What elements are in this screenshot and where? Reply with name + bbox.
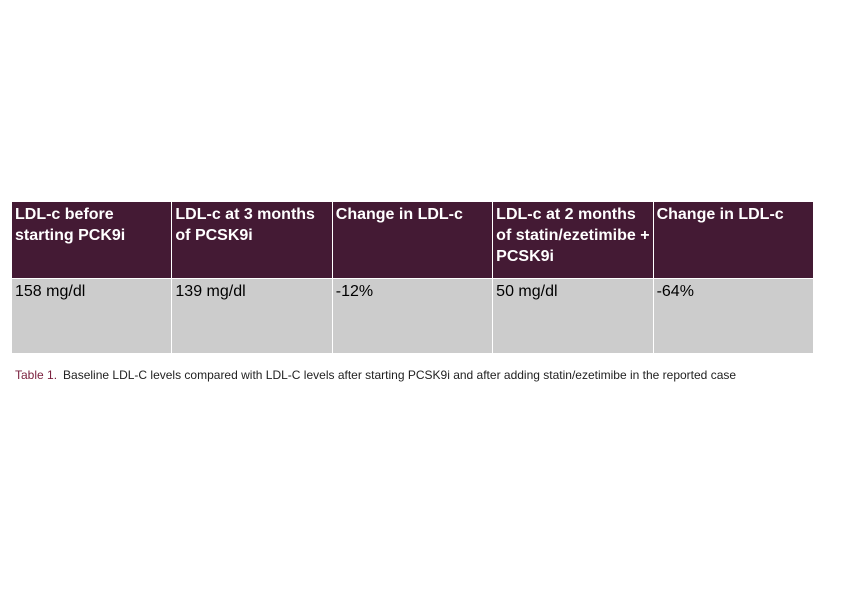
header-ldl-3-months: LDL-c at 3 months of PCSK9i: [171, 201, 333, 279]
header-ldl-2-months: LDL-c at 2 months of statin/ezetimibe + …: [492, 201, 654, 279]
cell-ldl-3-months: 139 mg/dl: [171, 278, 333, 354]
cell-change-2: -64%: [652, 278, 815, 354]
caption-label: Table 1.: [15, 368, 58, 382]
table-row: 158 mg/dl 139 mg/dl -12% 50 mg/dl -64%: [10, 278, 815, 354]
cell-change-1: -12%: [331, 278, 494, 354]
caption-text: Baseline LDL-C levels compared with LDL-…: [63, 368, 737, 382]
cell-ldl-2-months: 50 mg/dl: [492, 278, 654, 354]
table-caption: Table 1. Baseline LDL-C levels compared w…: [15, 368, 736, 382]
table-header-row: LDL-c before starting PCK9i LDL-c at 3 m…: [10, 201, 815, 279]
header-ldl-before: LDL-c before starting PCK9i: [10, 201, 173, 279]
cell-ldl-before: 158 mg/dl: [10, 278, 173, 354]
ldl-table-container: LDL-c before starting PCK9i LDL-c at 3 m…: [10, 201, 815, 354]
ldl-table: LDL-c before starting PCK9i LDL-c at 3 m…: [10, 201, 815, 354]
header-change-1: Change in LDL-c: [331, 201, 494, 279]
header-change-2: Change in LDL-c: [652, 201, 815, 279]
